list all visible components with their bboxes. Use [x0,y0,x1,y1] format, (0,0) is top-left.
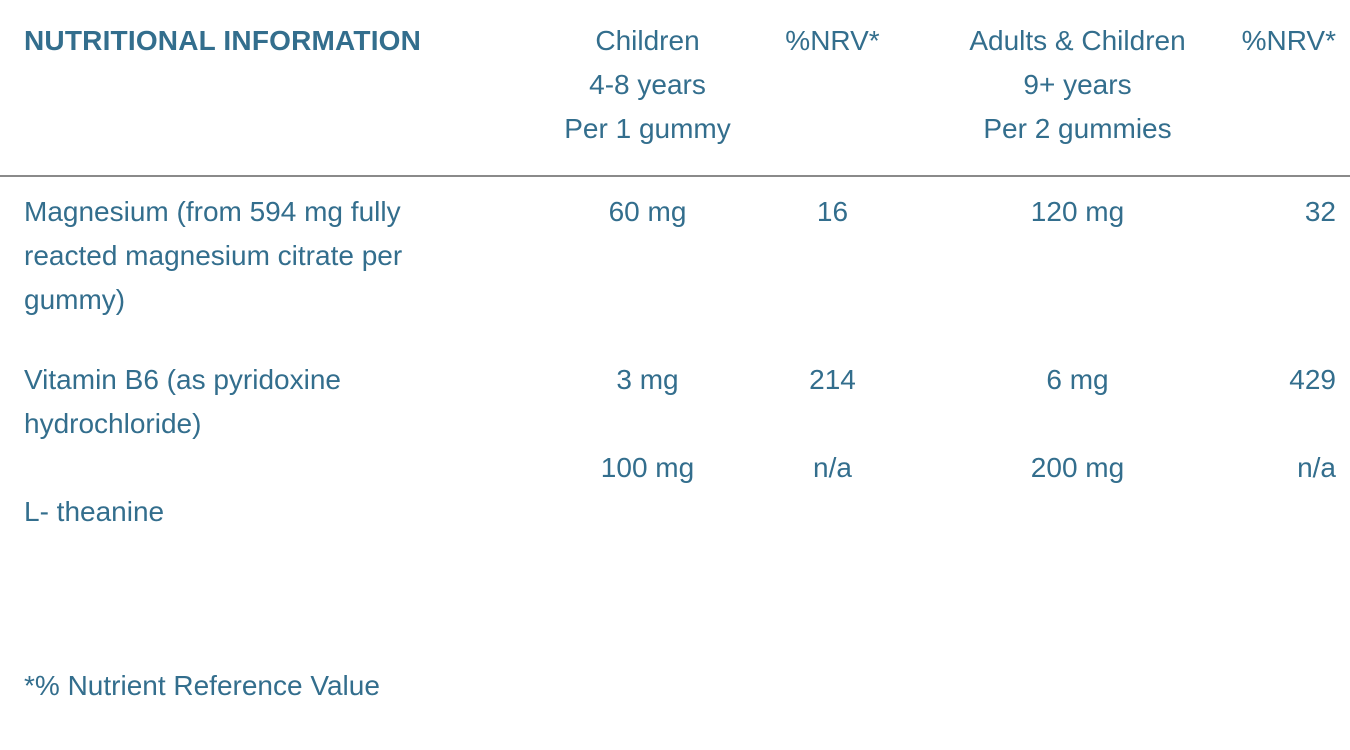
value-adults-nrv: n/a [1297,452,1336,483]
table-row-vitamin-b6: Vitamin B6 (as pyridoxine hydrochloride)… [0,358,1350,446]
nrv-footnote: *% Nutrient Reference Value [24,670,380,701]
col-header-adults-line1: Adults & Children [969,25,1186,56]
value-adults-nrv: 32 [1304,196,1336,227]
table-row-l-theanine: L- theanine 100 mg n/a 200 mg n/a [0,446,1350,534]
table-row-magnesium: Magnesium (from 594 mg fully reacted mag… [0,190,1350,322]
value-adults-amount: 200 mg [1030,452,1125,483]
table-header-row: NUTRITIONAL INFORMATION Children 4-8 yea… [0,0,1350,177]
nutrient-name: Magnesium (from 594 mg fully reacted mag… [24,196,403,315]
col-header-adults-line3: Per 2 gummies [983,113,1172,144]
col-header-adults-serving: Adults & Children 9+ years Per 2 gummies [915,19,1240,151]
col-header-nrv-adults: %NRV* [1241,25,1336,56]
value-children-nrv: 16 [816,196,849,227]
value-adults-amount: 120 mg [1030,196,1125,227]
value-children-nrv: n/a [813,452,852,483]
table-title: NUTRITIONAL INFORMATION [24,25,422,56]
col-header-children-line3: Per 1 gummy [564,113,731,144]
table-body: Magnesium (from 594 mg fully reacted mag… [0,177,1350,708]
col-header-children-line1: Children [595,25,700,56]
col-header-nrv-children: %NRV* [785,25,880,56]
value-children-amount: 60 mg [608,196,687,227]
col-header-children-line2: 4-8 years [589,69,706,100]
value-children-nrv: 214 [809,364,856,395]
value-children-amount: 3 mg [616,364,679,395]
col-header-adults-line2: 9+ years [1023,69,1132,100]
nutrient-name: Vitamin B6 (as pyridoxine hydrochloride) [24,364,341,439]
nutrient-name: L- theanine [24,496,165,527]
value-children-amount: 100 mg [600,452,695,483]
col-header-children-serving: Children 4-8 years Per 1 gummy [545,19,750,151]
value-adults-nrv: 429 [1289,364,1336,395]
value-adults-amount: 6 mg [1046,364,1109,395]
